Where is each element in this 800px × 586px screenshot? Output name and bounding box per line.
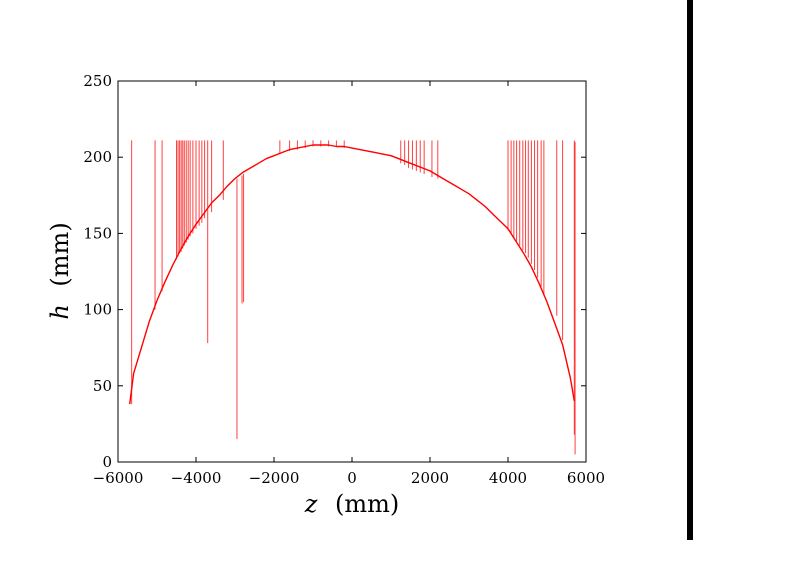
x-tick-label-3: 0 xyxy=(347,469,357,487)
y-tick-label-4: 200 xyxy=(83,148,112,166)
x-tick-label-1: −4000 xyxy=(171,469,222,487)
y-tick-label-5: 250 xyxy=(83,72,112,90)
y-tick-label-1: 50 xyxy=(93,377,112,395)
x-ticks: −6000 −4000 −2000 0 2000 4000 6000 xyxy=(93,81,605,487)
x-axis-unit: (mm) xyxy=(335,490,399,518)
y-axis-label: h (mm) xyxy=(46,222,74,319)
y-tick-label-0: 0 xyxy=(102,453,112,471)
y-ticks: 0 50 100 150 200 250 xyxy=(83,72,586,471)
x-tick-label-6: 6000 xyxy=(567,469,605,487)
y-tick-label-2: 100 xyxy=(83,301,112,319)
y-axis-unit: (mm) xyxy=(46,222,74,286)
x-tick-label-4: 2000 xyxy=(411,469,449,487)
x-axis-label: z (mm) xyxy=(304,490,400,518)
spikes-layer xyxy=(131,140,576,455)
series-line-0 xyxy=(129,144,575,405)
x-tick-label-0: −6000 xyxy=(93,469,144,487)
series-layer xyxy=(129,144,575,405)
divider-bar xyxy=(687,0,693,540)
x-axis-var: z xyxy=(304,490,318,518)
x-tick-label-2: −2000 xyxy=(249,469,300,487)
x-tick-label-5: 4000 xyxy=(489,469,527,487)
y-axis-var: h xyxy=(46,304,74,319)
y-tick-label-3: 150 xyxy=(83,224,112,242)
